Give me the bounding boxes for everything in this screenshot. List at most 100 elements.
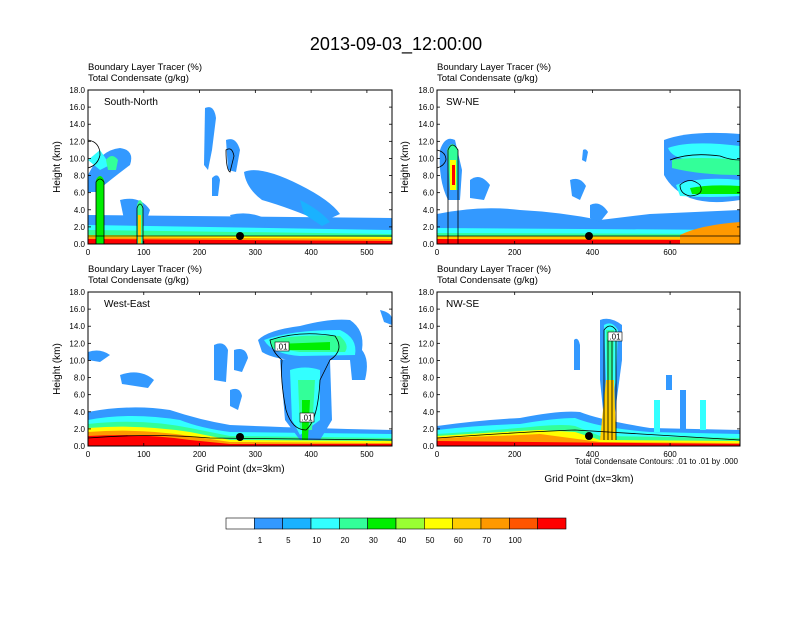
svg-text:.01: .01 <box>301 414 313 423</box>
colorbar-swatch <box>225 517 255 530</box>
y-tick-label: 2.0 <box>423 223 435 232</box>
colorbar-swatch <box>282 517 312 530</box>
x-tick-label: 400 <box>586 450 600 459</box>
y-axis-label: Height (km) <box>52 141 63 193</box>
location-marker <box>585 432 593 440</box>
contour-label: .01 <box>607 331 623 342</box>
colorbar-swatch <box>452 517 482 530</box>
y-axis-label: Height (km) <box>400 343 411 395</box>
y-axis-label: Height (km) <box>52 343 63 395</box>
plot-frame <box>87 89 393 245</box>
panel-header-condensate: Total Condensate (g/kg) <box>88 275 189 286</box>
plot-area: SW-NE <box>436 89 741 245</box>
location-marker <box>236 232 244 240</box>
panel-nw-se: Boundary Layer Tracer (%) Total Condensa… <box>400 264 741 485</box>
panel-header-tracer: Boundary Layer Tracer (%) <box>88 264 202 275</box>
x-axis: 0 100 200 300 400 500 <box>86 292 374 459</box>
plot-frame <box>87 291 393 447</box>
panel-west-east: Boundary Layer Tracer (%) Total Condensa… <box>52 264 393 475</box>
y-tick-label: 0.0 <box>423 240 435 249</box>
panel-header-condensate: Total Condensate (g/kg) <box>437 275 538 286</box>
x-tick-label: 200 <box>193 248 207 257</box>
colorbar: 1 5 10 20 30 40 50 60 70 100 <box>225 517 567 545</box>
y-tick-label: 12.0 <box>69 339 85 348</box>
y-tick-label: 16.0 <box>69 103 85 112</box>
y-tick-label: 14.0 <box>418 120 434 129</box>
y-tick-label: 18.0 <box>69 86 85 95</box>
y-tick-label: 10.0 <box>418 356 434 365</box>
y-axis: 0.0 2.0 4.0 6.0 8.0 10.0 12.0 14.0 16.0 18.0 <box>418 288 740 451</box>
y-axis: 0.0 2.0 4.0 6.0 8.0 10.0 12.0 14.0 16.0 18.0 <box>69 288 392 451</box>
y-tick-label: 0.0 <box>74 442 86 451</box>
y-tick-label: 12.0 <box>418 339 434 348</box>
x-tick-label: 0 <box>86 450 91 459</box>
x-tick-label: 600 <box>663 450 677 459</box>
colorbar-swatch <box>424 517 453 530</box>
y-tick-label: 6.0 <box>423 391 435 400</box>
svg-text:.01: .01 <box>276 343 288 352</box>
y-tick-label: 18.0 <box>418 288 434 297</box>
y-tick-label: 16.0 <box>418 305 434 314</box>
colorbar-swatch <box>480 517 510 530</box>
x-axis: 0 100 200 300 400 500 <box>86 90 374 257</box>
y-tick-label: 6.0 <box>74 391 86 400</box>
location-marker <box>585 232 593 240</box>
colorbar-label: 1 <box>258 536 263 545</box>
x-tick-label: 0 <box>86 248 91 257</box>
y-tick-label: 0.0 <box>74 240 86 249</box>
y-tick-label: 4.0 <box>423 408 435 417</box>
y-tick-label: 10.0 <box>69 154 85 163</box>
colorbar-label: 30 <box>369 536 378 545</box>
colorbar-swatch <box>509 517 538 530</box>
panel-header-condensate: Total Condensate (g/kg) <box>88 73 189 84</box>
y-tick-label: 14.0 <box>69 322 85 331</box>
y-tick-label: 14.0 <box>418 322 434 331</box>
y-axis-label: Height (km) <box>400 141 411 193</box>
colorbar-label: 20 <box>341 536 350 545</box>
y-tick-label: 10.0 <box>69 356 85 365</box>
tracer-shading <box>88 310 392 446</box>
plot-area: .01 NW-SE <box>436 291 741 447</box>
y-tick-label: 4.0 <box>423 206 435 215</box>
colorbar-swatch <box>254 517 283 530</box>
y-tick-label: 8.0 <box>423 374 435 383</box>
colorbar-label: 10 <box>312 536 321 545</box>
plot-area: .01 .01 West-East <box>87 291 393 447</box>
x-tick-label: 400 <box>304 248 318 257</box>
panel-south-north: Boundary Layer Tracer (%) Total Condensa… <box>52 62 393 257</box>
x-tick-label: 0 <box>435 248 440 257</box>
panel-label: SW-NE <box>446 97 479 108</box>
y-tick-label: 0.0 <box>423 442 435 451</box>
x-tick-label: 500 <box>360 248 374 257</box>
x-tick-label: 300 <box>249 248 263 257</box>
colorbar-label: 5 <box>286 536 291 545</box>
x-axis: 0 200 400 600 <box>435 292 677 459</box>
panel-label: West-East <box>104 299 150 310</box>
y-tick-label: 4.0 <box>74 206 86 215</box>
y-tick-label: 6.0 <box>74 189 86 198</box>
x-tick-label: 200 <box>508 450 522 459</box>
panel-header-tracer: Boundary Layer Tracer (%) <box>437 62 551 73</box>
colorbar-swatch <box>537 517 567 530</box>
condensate-contours <box>87 333 393 441</box>
x-axis-label: Grid Point (dx=3km) <box>544 474 633 485</box>
y-tick-label: 8.0 <box>74 172 86 181</box>
y-tick-label: 10.0 <box>418 154 434 163</box>
colorbar-swatch <box>367 517 397 530</box>
contour-note: Total Condensate Contours: .01 to .01 by… <box>575 457 739 466</box>
colorbar-label: 60 <box>454 536 463 545</box>
y-tick-label: 12.0 <box>69 137 85 146</box>
svg-text:.01: .01 <box>609 333 621 342</box>
panel-label: NW-SE <box>446 299 479 310</box>
x-tick-label: 400 <box>586 248 600 257</box>
panel-header-condensate: Total Condensate (g/kg) <box>437 73 538 84</box>
y-axis: 0.0 2.0 4.0 6.0 8.0 10.0 12.0 14.0 16.0 18.0 <box>69 86 392 249</box>
location-marker <box>236 433 244 441</box>
y-tick-label: 12.0 <box>418 137 434 146</box>
y-tick-label: 4.0 <box>74 408 86 417</box>
plot-frame <box>436 89 741 245</box>
colorbar-label: 100 <box>508 536 522 545</box>
y-tick-label: 8.0 <box>74 374 86 383</box>
colorbar-swatch <box>339 517 368 530</box>
